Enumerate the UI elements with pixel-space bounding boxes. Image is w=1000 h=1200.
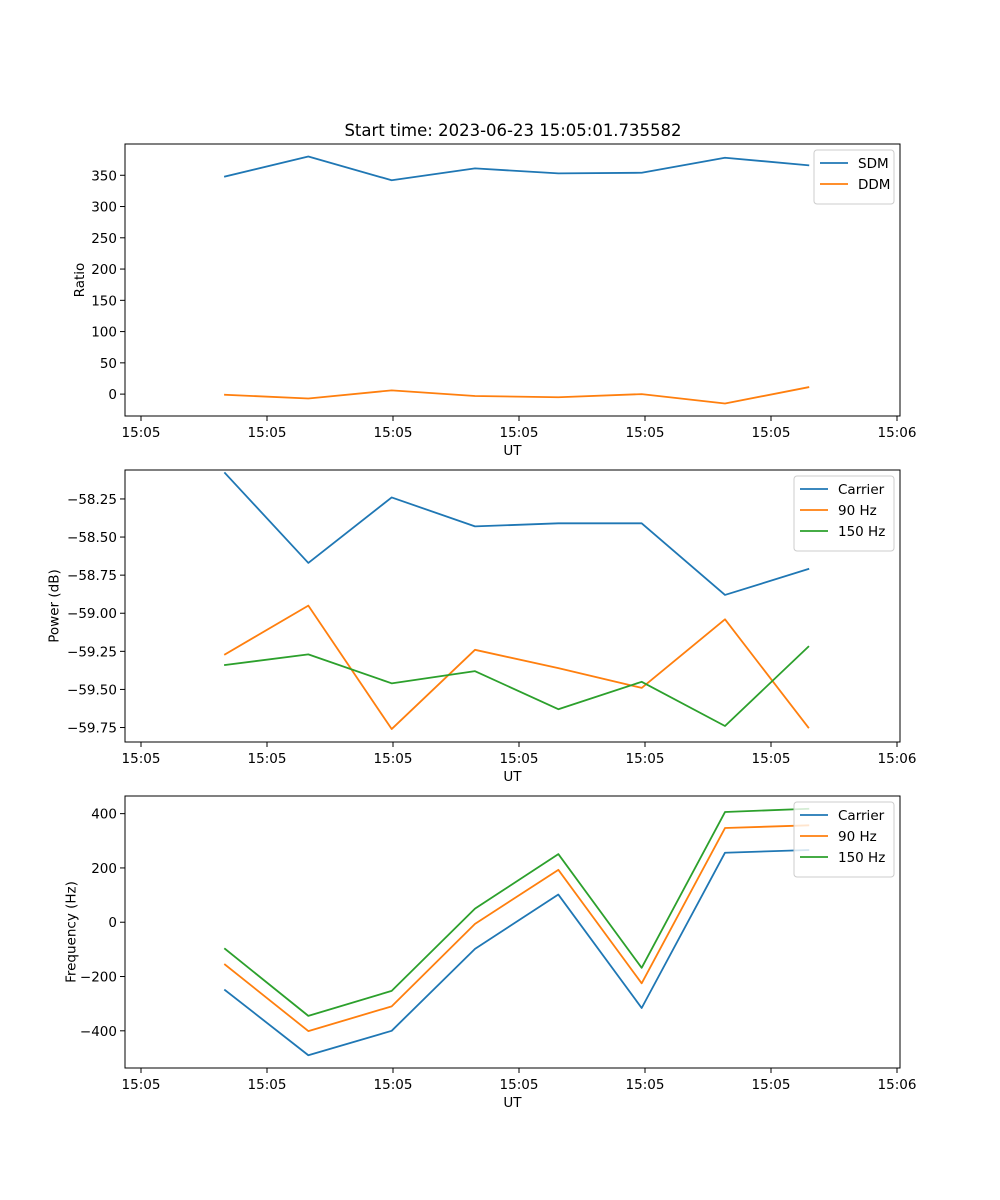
y-axis-label-3: Frequency (Hz) (64, 881, 80, 983)
x-tick-label-1-7: 15:06 (878, 425, 917, 441)
series-line-1-2 (224, 386, 810, 405)
y-tick-label-3-3: 0 (108, 915, 117, 931)
y-axis-label-2: Power (dB) (46, 569, 62, 642)
x-tick-label-2-6: 15:05 (752, 751, 791, 767)
figure-title: Start time: 2023-06-23 15:05:01.735582 (344, 121, 681, 140)
y-tick-label-1-7: 300 (91, 200, 117, 216)
y-tick-label-2-1: −59.75 (67, 721, 117, 737)
legend-label-3-1: Carrier (838, 808, 885, 824)
chart-panel-2: 15:05 15:05 15:05 15:05 15:05 15:05 15:06 −59.7… (46, 469, 917, 785)
x-axis-label-2: UT (503, 769, 522, 785)
legend-label-1-1: SDM (858, 156, 889, 172)
y-tick-label-1-8: 350 (91, 168, 117, 184)
y-tick-label-2-5: −58.75 (67, 568, 117, 584)
y-tick-label-2-4: −59.00 (67, 606, 117, 622)
legend-label-2-3: 150 Hz (838, 524, 885, 540)
x-tick-label-3-5: 15:05 (626, 1077, 665, 1093)
series-line-3-3 (223, 807, 810, 1017)
y-tick-label-1-2: 50 (100, 356, 117, 372)
y-tick-label-1-5: 200 (91, 262, 117, 278)
legend-label-3-3: 150 Hz (838, 850, 885, 866)
y-tick-label-3-4: 200 (91, 861, 117, 877)
legend-2: Carrier 90 Hz 150 Hz (793, 475, 895, 552)
x-tick-label-3-1: 15:05 (122, 1077, 161, 1093)
plot-frame-2 (124, 469, 901, 743)
legend-3: Carrier 90 Hz 150 Hz (793, 801, 895, 878)
x-tick-label-3-7: 15:06 (878, 1077, 917, 1093)
x-tick-label-1-2: 15:05 (248, 425, 287, 441)
x-tick-label-3-2: 15:05 (248, 1077, 287, 1093)
y-tick-label-3-2: −200 (80, 970, 117, 986)
y-tick-label-3-5: 400 (91, 807, 117, 823)
y-tick-label-2-7: −58.25 (67, 492, 117, 508)
x-tick-label-2-1: 15:05 (122, 751, 161, 767)
series-line-1-1 (223, 155, 810, 182)
y-tick-label-3-1: −400 (80, 1024, 117, 1040)
y-axis-label-1: Ratio (72, 263, 88, 298)
x-axis-label-1: UT (503, 443, 522, 459)
x-tick-label-3-4: 15:05 (500, 1077, 539, 1093)
y-tick-label-2-3: −59.25 (67, 644, 117, 660)
panels: 15:05 15:05 15:05 15:05 15:05 15:05 15:06 0 50 10… (46, 143, 917, 1111)
x-tick-label-2-5: 15:05 (626, 751, 665, 767)
legend-1: SDM DDM (813, 149, 895, 205)
x-tick-label-2-3: 15:05 (374, 751, 413, 767)
legend-box-3 (793, 801, 895, 878)
legend-label-2-1: Carrier (838, 482, 885, 498)
x-axis-label-3: UT (503, 1095, 522, 1111)
y-tick-label-1-4: 150 (91, 293, 117, 309)
chart-panel-1: 15:05 15:05 15:05 15:05 15:05 15:05 15:06 0 50 10… (72, 143, 917, 459)
y-tick-label-1-6: 250 (91, 231, 117, 247)
y-tick-label-2-2: −59.50 (67, 682, 117, 698)
x-tick-label-1-4: 15:05 (500, 425, 539, 441)
plot-frame-1 (124, 143, 901, 417)
y-tick-label-1-3: 100 (91, 325, 117, 341)
y-tick-label-1-1: 0 (108, 387, 117, 403)
x-tick-label-1-3: 15:05 (374, 425, 413, 441)
series-line-3-1 (223, 849, 810, 1057)
y-tick-label-2-6: −58.50 (67, 530, 117, 546)
plot-frame-3 (124, 795, 901, 1069)
x-tick-label-1-6: 15:05 (752, 425, 791, 441)
x-tick-label-1-5: 15:05 (626, 425, 665, 441)
x-tick-label-2-4: 15:05 (500, 751, 539, 767)
x-tick-label-3-3: 15:05 (374, 1077, 413, 1093)
chart-panel-3: 15:05 15:05 15:05 15:05 15:05 15:05 15:06 −400 −… (64, 795, 917, 1111)
series-line-2-3 (223, 645, 810, 727)
series-line-2-1 (223, 471, 810, 596)
x-tick-label-2-7: 15:06 (878, 751, 917, 767)
x-tick-label-1-1: 15:05 (122, 425, 161, 441)
x-tick-label-3-6: 15:05 (752, 1077, 791, 1093)
legend-label-3-2: 90 Hz (838, 829, 877, 845)
series-line-3-2 (223, 824, 810, 1032)
legend-box-2 (793, 475, 895, 552)
legend-label-1-2: DDM (858, 177, 890, 193)
series-line-2-2 (223, 604, 810, 730)
x-tick-label-2-2: 15:05 (248, 751, 287, 767)
legend-label-2-2: 90 Hz (838, 503, 877, 519)
